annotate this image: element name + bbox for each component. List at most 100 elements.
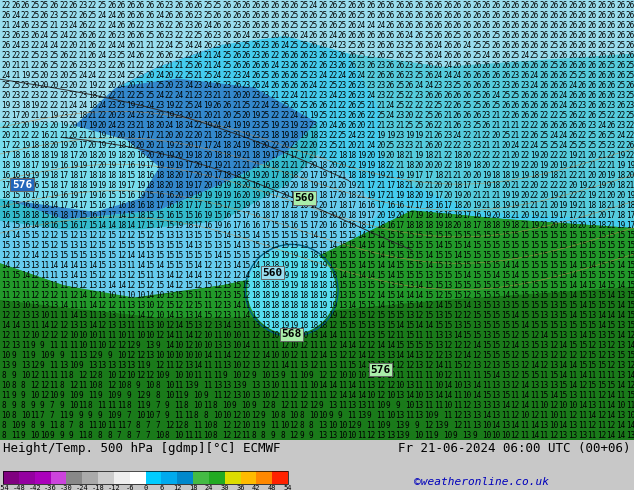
Text: 22: 22	[59, 91, 68, 99]
Text: 22: 22	[318, 80, 328, 90]
Text: 11: 11	[578, 411, 587, 419]
Text: 19: 19	[126, 100, 136, 109]
Text: 24: 24	[530, 71, 539, 79]
Text: 26: 26	[136, 10, 145, 20]
Text: 12: 12	[338, 350, 347, 360]
Text: 23: 23	[395, 130, 404, 140]
Text: 16: 16	[98, 191, 107, 199]
Text: 12: 12	[607, 341, 616, 349]
Text: 11: 11	[21, 280, 30, 290]
Text: 23: 23	[328, 60, 337, 70]
Text: 11: 11	[290, 330, 299, 340]
Text: 23: 23	[405, 71, 414, 79]
Text: 18: 18	[309, 300, 318, 310]
Text: 23: 23	[328, 50, 337, 59]
Text: 14: 14	[405, 350, 414, 360]
Text: 21: 21	[165, 60, 174, 70]
Text: 19: 19	[40, 161, 49, 170]
Text: 19: 19	[290, 270, 299, 279]
Text: 18: 18	[290, 211, 299, 220]
Text: 23: 23	[88, 60, 97, 70]
Text: 26: 26	[453, 50, 462, 59]
Text: 12: 12	[530, 350, 539, 360]
Text: 26: 26	[501, 50, 510, 59]
Text: 20: 20	[49, 121, 59, 129]
Text: 26: 26	[338, 121, 347, 129]
Text: 13: 13	[223, 291, 231, 299]
Text: 22: 22	[626, 130, 634, 140]
Text: 22: 22	[68, 10, 78, 20]
Text: 8: 8	[11, 411, 16, 419]
Text: 12: 12	[607, 361, 616, 369]
Text: 18: 18	[616, 200, 626, 210]
Text: 10: 10	[309, 381, 318, 390]
Text: 21: 21	[472, 191, 481, 199]
Text: 15: 15	[385, 241, 395, 249]
Text: 26: 26	[126, 10, 136, 20]
Text: 25: 25	[30, 50, 39, 59]
Text: 17: 17	[78, 191, 87, 199]
Text: 15: 15	[366, 241, 376, 249]
Text: 15: 15	[501, 250, 510, 260]
Text: 26: 26	[540, 41, 548, 49]
Text: 14: 14	[482, 411, 491, 419]
Text: 10: 10	[299, 370, 309, 379]
Text: 15: 15	[607, 330, 616, 340]
Text: 26: 26	[540, 0, 548, 9]
Text: 15: 15	[126, 171, 136, 179]
Text: 12: 12	[549, 350, 558, 360]
Text: 18: 18	[88, 150, 97, 160]
Text: 15: 15	[597, 270, 606, 279]
Text: 15: 15	[588, 241, 597, 249]
Text: 10: 10	[299, 330, 309, 340]
Text: 25: 25	[424, 30, 434, 40]
Text: 8: 8	[21, 400, 25, 410]
Text: 19: 19	[88, 121, 97, 129]
Text: 15: 15	[347, 361, 356, 369]
Text: 15: 15	[146, 191, 155, 199]
Text: 12: 12	[309, 400, 318, 410]
Text: 18: 18	[146, 180, 155, 190]
Text: 18: 18	[126, 130, 136, 140]
Text: 15: 15	[415, 341, 424, 349]
Text: 21: 21	[155, 141, 164, 149]
Text: 18: 18	[261, 200, 270, 210]
Text: 15: 15	[366, 261, 376, 270]
Text: 26: 26	[453, 0, 462, 9]
Text: 26: 26	[607, 30, 616, 40]
Text: 12: 12	[174, 361, 184, 369]
Text: 24: 24	[559, 100, 568, 109]
Text: 18: 18	[463, 220, 472, 229]
Text: 26: 26	[453, 100, 462, 109]
Text: 12: 12	[126, 341, 136, 349]
Text: 13: 13	[463, 411, 472, 419]
Text: 14: 14	[261, 350, 270, 360]
Text: 22: 22	[98, 80, 107, 90]
Text: 14: 14	[347, 341, 356, 349]
Text: 13: 13	[1, 280, 11, 290]
Text: 14: 14	[434, 300, 443, 310]
Text: 24: 24	[434, 50, 443, 59]
Text: 15: 15	[453, 291, 462, 299]
Text: 10: 10	[232, 370, 241, 379]
Text: 24: 24	[568, 80, 578, 90]
Text: 9: 9	[271, 431, 275, 440]
Text: 15: 15	[578, 230, 587, 240]
Text: 25: 25	[616, 80, 626, 90]
Text: 26: 26	[588, 100, 597, 109]
Text: 14: 14	[376, 250, 385, 260]
Text: 26: 26	[453, 60, 462, 70]
Text: 11: 11	[338, 330, 347, 340]
Text: 24: 24	[520, 50, 529, 59]
Text: 15: 15	[213, 200, 222, 210]
Text: 14: 14	[424, 250, 434, 260]
Text: 11: 11	[453, 400, 462, 410]
Text: 14: 14	[1, 230, 11, 240]
Text: 15: 15	[453, 300, 462, 310]
Text: 19: 19	[107, 150, 117, 160]
Text: 14: 14	[280, 361, 289, 369]
Text: 18: 18	[376, 220, 385, 229]
Text: 13: 13	[510, 361, 520, 369]
Text: 20: 20	[501, 141, 510, 149]
Text: 23: 23	[98, 91, 107, 99]
